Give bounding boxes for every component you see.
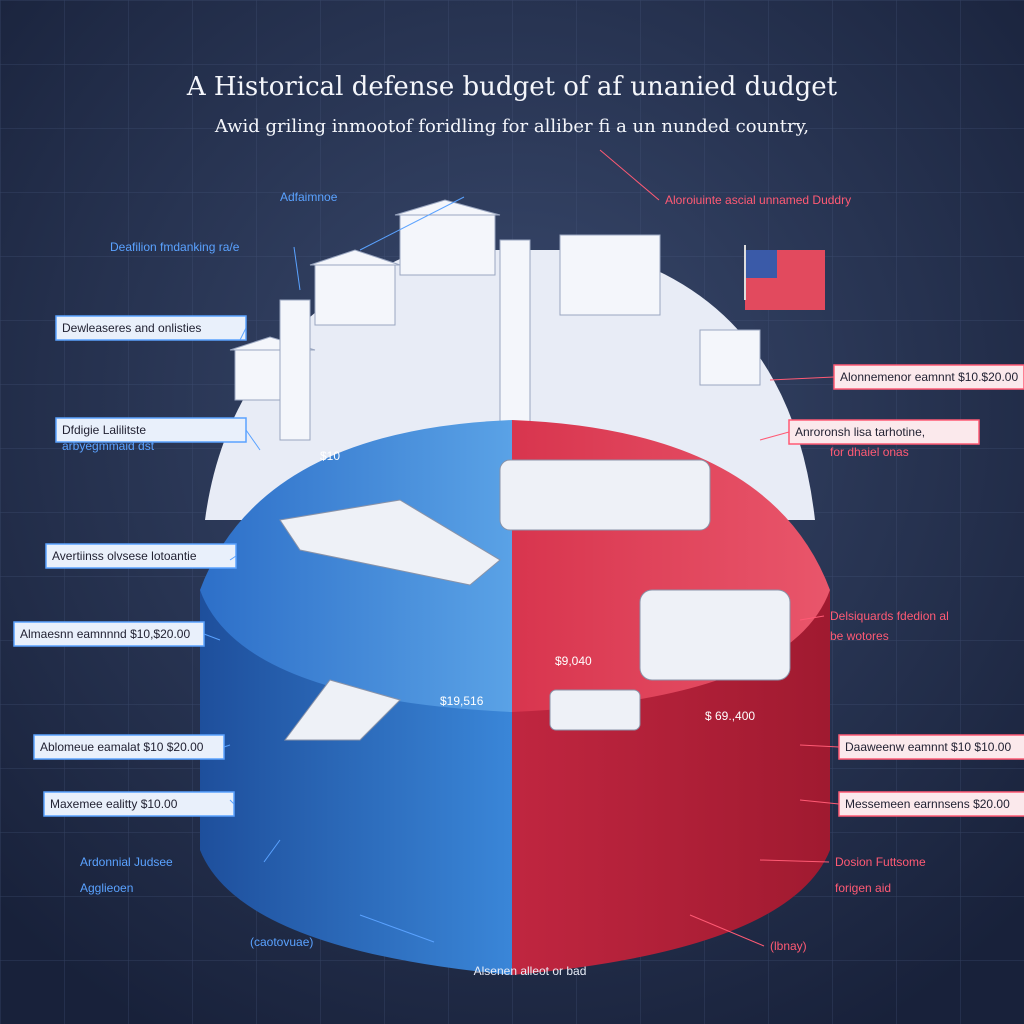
callout-label: for dhaiel onas [830,445,909,459]
callout-label: Daaweenw eamnnt $10 $10.00 [845,740,1011,754]
callout-label: Delsiquards fdedion al [830,609,949,623]
leader-line [245,429,261,451]
pie-side-blue [200,590,512,975]
callout-label: (lbnay) [770,939,807,953]
leader-line [799,744,840,748]
label-box [838,791,1024,817]
leader-line [759,859,830,863]
pie-label: $19,516 [440,694,484,708]
callout-label: Ablomeue eamalat $10 $20.00 [40,740,204,754]
callout-label: forigen aid [835,881,891,895]
label-box [833,364,1024,390]
callout-label: Dewleaseres and onlisties [62,321,201,335]
label-box [43,791,235,817]
leader-line [203,633,221,641]
leader-line [239,327,247,341]
callout-label: Adfaimnoe [280,190,338,204]
callout-label: Agglieoen [80,881,133,895]
vehicles [279,459,791,741]
callout-label: Almaesnn eamnnnd $10,$20.00 [20,627,190,641]
leader-line [359,914,435,943]
callout-label: arbyegmmaid dst [62,439,155,453]
callout-label: Ardonnial Judsee [80,855,173,869]
subtitle: Awid griling inmootof foridling for alli… [214,116,809,137]
title: A Historical defense budget of af unanie… [186,72,838,102]
callout-label: Messemeen earnnsens $20.00 [845,797,1010,811]
flag [744,245,825,310]
leader-line [799,615,825,621]
leader-line [229,799,235,805]
callout-label: Anroronsh lisa tarhotine, [795,425,925,439]
leader-line [293,246,301,291]
leader-line [359,196,465,251]
label-box [33,734,225,760]
callout-label: Dfdigie Lalilitste [62,423,146,437]
callout-label: (caotovuae) [250,935,313,949]
pie-side-red [512,590,830,975]
leader-line [599,149,660,201]
callout-label: Dosion Futtsome [835,855,926,869]
leader-line [263,839,281,863]
label-box [838,734,1024,760]
callout-label: Alonnemenor eamnnt $10.$20.00 [840,370,1018,384]
leader-line [689,914,765,947]
pie-label: $ 69.,400 [705,709,755,723]
pie-label: $9,040 [555,654,592,668]
label-box [55,315,247,341]
leader-line [223,744,231,748]
label-box [55,417,247,443]
callout-label: Avertiinss olvsese lotoantie [52,549,197,563]
callout-label: Maxemee ealitty $10.00 [50,797,178,811]
leader-line [229,555,237,561]
pie-slice-blue [200,420,512,712]
pie-label: $10 [320,449,340,463]
buildings [229,199,761,441]
callout-label: Aloroiuinte ascial unnamed Duddry [665,193,851,207]
callout-label: Deafilion fmdanking ra/e [110,240,240,254]
leader-line [799,799,840,805]
leader-line [759,431,790,441]
callout-label: be wotores [830,629,889,643]
footer: Alsenen alleot or bad [474,964,587,978]
leader-line [769,376,835,381]
